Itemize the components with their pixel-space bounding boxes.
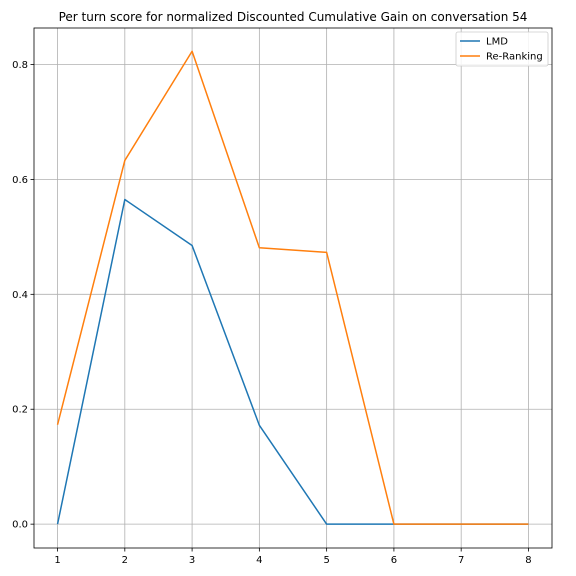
y-tick-label: 0.0 (12, 520, 28, 531)
x-tick-label: 3 (189, 555, 195, 566)
axes: 1 2 3 4 5 6 7 8 0.0 0.2 0.4 0.6 0.8 (12, 27, 553, 566)
series-line-0 (56, 198, 529, 525)
x-tick-label: 2 (122, 555, 128, 566)
series-lines (56, 50, 529, 525)
x-tick-label: 4 (256, 555, 262, 566)
x-tick-label: 7 (458, 555, 464, 566)
plot-frame (33, 27, 553, 549)
x-tick-label: 6 (391, 555, 397, 566)
x-tick-label: 8 (525, 555, 531, 566)
grid (34, 28, 552, 548)
legend-label: Re-Ranking (486, 52, 543, 63)
legend-label: LMD (486, 37, 508, 48)
x-tick-label: 5 (323, 555, 329, 566)
chart-title: Per turn score for normalized Discounted… (59, 10, 528, 24)
series-line-1 (56, 50, 529, 525)
x-tick-label: 1 (54, 555, 60, 566)
legend: LMD Re-Ranking (455, 31, 549, 67)
y-tick-label: 0.6 (12, 175, 28, 186)
y-tick-label: 0.2 (12, 405, 28, 416)
y-tick-label: 0.8 (12, 60, 28, 71)
y-tick-label: 0.4 (12, 290, 28, 301)
